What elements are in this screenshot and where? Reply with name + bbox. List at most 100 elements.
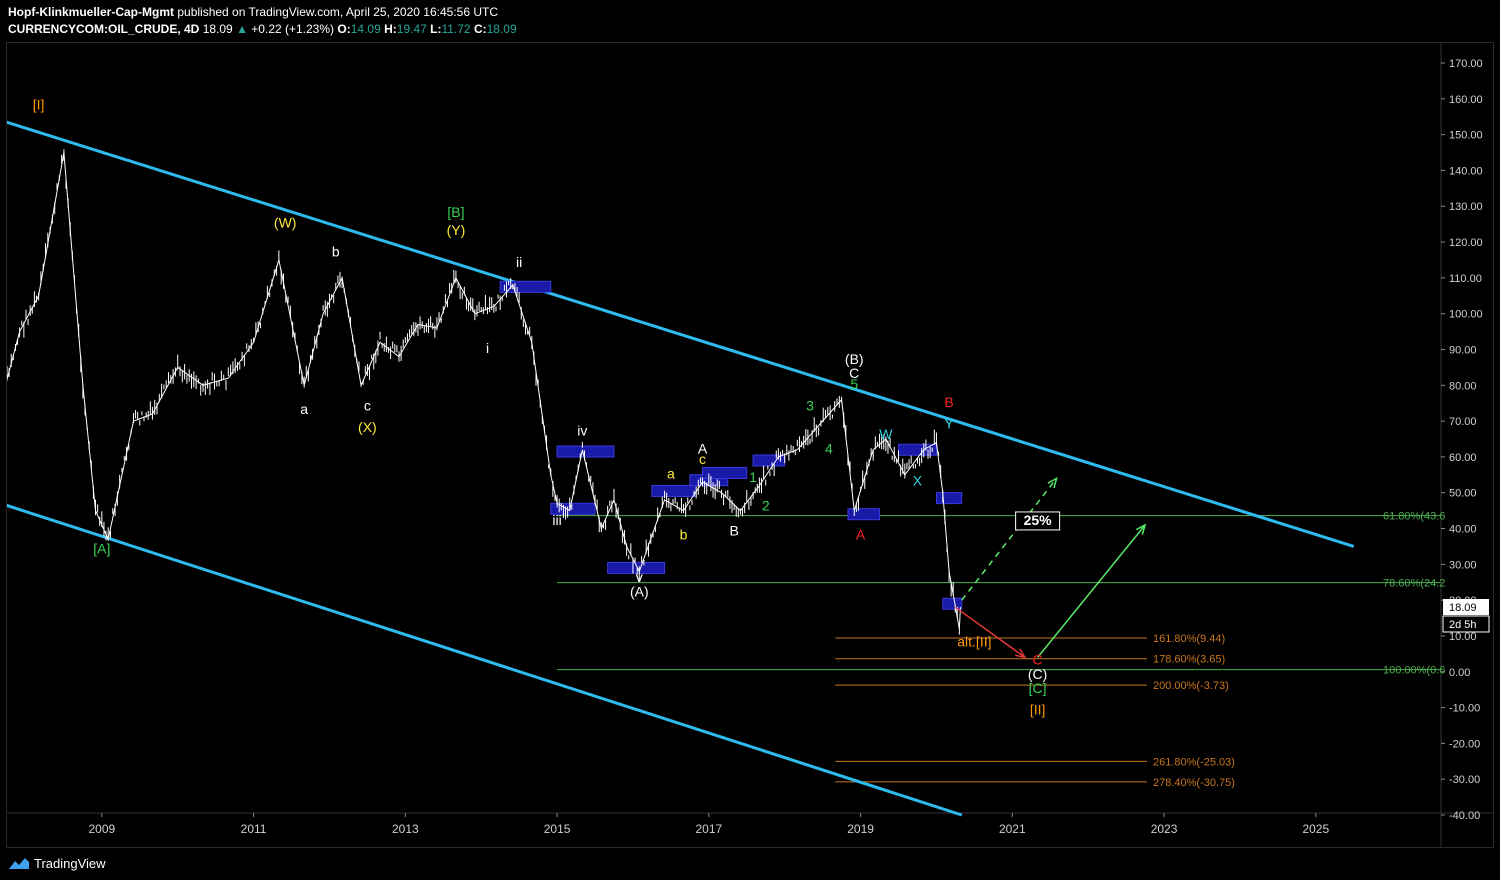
price-series-line[interactable] [7, 152, 961, 629]
fib-level-label: 78.60%(24.2 [1383, 578, 1445, 590]
low-label: L: [430, 22, 442, 36]
countdown-tag [1442, 615, 1490, 633]
wave-label[interactable]: c [699, 451, 706, 467]
y-tick-label: 110.00 [1449, 273, 1482, 285]
wave-label[interactable]: 5 [850, 376, 858, 392]
x-tick-label: 2021 [999, 822, 1026, 836]
wave-label[interactable]: (W) [274, 215, 297, 231]
projection-arrow[interactable] [954, 606, 1026, 659]
target-zone[interactable] [702, 467, 748, 480]
wave-label[interactable]: X [913, 473, 923, 489]
wave-label[interactable]: (X) [358, 419, 377, 435]
wave-label[interactable]: 3 [806, 397, 814, 413]
wave-label[interactable]: c [364, 397, 371, 413]
arrow-head-icon [1135, 523, 1147, 535]
target-zone[interactable] [942, 597, 963, 610]
symbol-line: CURRENCYCOM:OIL_CRUDE, 4D 18.09 ▲ +0.22 … [8, 22, 517, 36]
x-tick-label: 2023 [1151, 822, 1178, 836]
wave-label[interactable]: [II] [1030, 702, 1046, 718]
y-tick-label: 90.00 [1449, 344, 1477, 356]
y-tick-label: 140.00 [1449, 165, 1483, 177]
tradingview-logo-icon [9, 858, 29, 869]
publisher-name[interactable]: Hopf-Klinkmueller-Cap-Mgmt [8, 5, 174, 19]
target-zone[interactable] [898, 443, 937, 456]
target-zone[interactable] [499, 280, 552, 293]
y-tick-label: -40.00 [1449, 810, 1480, 822]
wave-label[interactable]: iv [577, 422, 587, 438]
channel-line-upper[interactable] [7, 120, 1355, 548]
wave-label[interactable]: Y [944, 415, 954, 431]
y-tick-label: 10.00 [1449, 631, 1477, 643]
wave-label[interactable]: A [856, 526, 866, 542]
fib-level-label: 200.00%(-3.73) [1153, 680, 1229, 692]
wave-label[interactable]: (B) [845, 351, 864, 367]
wave-label[interactable]: C [849, 365, 859, 381]
wave-label[interactable]: [B] [447, 204, 464, 220]
x-tick-label: 2025 [1302, 822, 1329, 836]
wave-label[interactable]: A [698, 440, 708, 456]
wave-label[interactable]: iii [552, 512, 561, 528]
wave-label[interactable]: (A) [630, 584, 649, 600]
wave-label[interactable]: alt.[II] [957, 634, 991, 650]
wave-label[interactable]: [C] [1029, 680, 1047, 696]
y-tick-label: 0.00 [1449, 667, 1470, 679]
publish-line: Hopf-Klinkmueller-Cap-Mgmt published on … [8, 5, 498, 19]
close-label: C: [473, 22, 487, 36]
target-zone[interactable] [847, 508, 881, 521]
y-tick-label: 30.00 [1449, 559, 1477, 571]
up-arrow-icon: ▲ [236, 22, 248, 36]
arrow-head-icon [1047, 476, 1058, 489]
wave-label[interactable]: B [729, 523, 738, 539]
target-zone[interactable] [550, 502, 596, 515]
price-change: +0.22 (+1.23%) [251, 22, 335, 36]
target-zone[interactable] [556, 445, 615, 458]
x-tick-label: 2013 [392, 822, 419, 836]
wave-label[interactable]: 1 [749, 469, 757, 485]
price-chart[interactable]: 170.00160.00150.00140.00130.00120.00110.… [7, 43, 1493, 847]
y-tick-label: -10.00 [1449, 703, 1480, 715]
y-tick-label: 40.00 [1449, 524, 1477, 536]
wave-label[interactable]: b [332, 243, 340, 259]
wave-label[interactable]: 2 [762, 498, 770, 514]
wave-label[interactable]: (C) [1028, 666, 1047, 682]
y-tick-label: 120.00 [1449, 237, 1483, 249]
wave-label[interactable]: b [680, 526, 688, 542]
wave-label[interactable]: a [667, 465, 675, 481]
x-tick-label: 2011 [241, 822, 267, 836]
wave-label[interactable]: 25% [1024, 512, 1053, 528]
projection-arrow[interactable] [1037, 524, 1146, 658]
symbol-name[interactable]: CURRENCYCOM:OIL_CRUDE, 4D [8, 22, 200, 36]
chart-area[interactable]: 170.00 160.00 150.00 140.00 130.00 120.00 110.… [6, 42, 1494, 848]
wave-label[interactable]: 4 [825, 440, 833, 456]
wave-label[interactable]: ii [516, 254, 522, 270]
wave-label[interactable]: C [1033, 652, 1043, 668]
projection-arrow[interactable] [961, 477, 1058, 601]
y-tick-label: -20.00 [1449, 738, 1480, 750]
target-zone[interactable] [935, 492, 963, 505]
brand-label: TradingView [34, 855, 106, 871]
y-tick-label: 60.00 [1449, 452, 1477, 464]
channel-line-lower[interactable] [7, 503, 963, 817]
wave-label[interactable]: W [879, 426, 893, 442]
fib-level-label: 278.40%(-30.75) [1153, 777, 1235, 789]
wave-label[interactable]: [A] [93, 541, 110, 557]
published-text: published on TradingView.com, April 25, … [177, 5, 498, 19]
arrow-head-icon [1015, 648, 1027, 659]
x-tick-label: 2015 [544, 822, 571, 836]
tradingview-footer[interactable]: TradingView [8, 852, 106, 874]
percent-box [1015, 511, 1061, 531]
wave-label[interactable]: [I] [33, 97, 45, 113]
wave-label[interactable]: a [300, 401, 308, 417]
x-tick-label: 2009 [88, 822, 115, 836]
wave-label[interactable]: v [636, 569, 643, 585]
close-value: 18.09 [486, 22, 517, 36]
last-price: 18.09 [202, 22, 233, 36]
y-tick-label: 160.00 [1449, 94, 1483, 106]
wave-label[interactable]: B [944, 394, 953, 410]
open-label: O: [337, 22, 351, 36]
target-zone[interactable] [651, 484, 697, 497]
y-tick-label: 170.00 [1449, 58, 1483, 70]
wave-label[interactable]: i [486, 340, 489, 356]
target-zone[interactable] [607, 561, 666, 574]
wave-label[interactable]: (Y) [447, 222, 466, 238]
